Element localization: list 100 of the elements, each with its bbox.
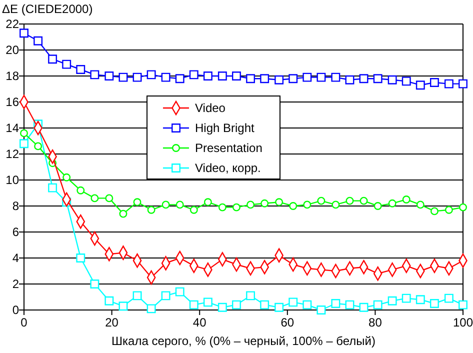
x-axis-title: Шкала серого, % (0% – черный, 100% – белый)	[112, 334, 376, 348]
point	[161, 291, 170, 300]
point	[189, 70, 198, 80]
y-tick-label: 20	[6, 42, 20, 57]
y-tick-label: 16	[6, 94, 20, 109]
point	[203, 72, 212, 80]
point	[20, 139, 28, 148]
point	[274, 302, 284, 312]
point	[48, 54, 58, 64]
point	[288, 298, 298, 307]
point	[345, 75, 354, 84]
point	[430, 78, 439, 87]
point	[218, 302, 227, 312]
point	[416, 200, 424, 209]
point	[232, 72, 241, 80]
point	[20, 28, 28, 38]
point	[402, 196, 410, 204]
point	[146, 304, 156, 314]
point	[204, 198, 212, 206]
point	[175, 287, 184, 296]
legend-label: Video	[195, 101, 226, 115]
x-tick-label: 60	[280, 316, 294, 330]
point	[260, 199, 269, 208]
x-tick-label: 80	[368, 316, 382, 330]
legend-label: Presentation	[195, 141, 262, 155]
point	[458, 79, 468, 88]
y-tick-label: 2	[12, 276, 20, 291]
point	[118, 302, 128, 311]
x-tick-label: 100	[452, 316, 473, 330]
point	[147, 206, 156, 214]
point	[402, 294, 411, 303]
point	[246, 291, 255, 300]
point	[360, 196, 368, 205]
point	[260, 300, 270, 310]
point	[416, 295, 425, 304]
point	[90, 194, 99, 202]
point	[316, 306, 326, 314]
point	[346, 196, 354, 205]
point	[388, 199, 396, 208]
point	[62, 173, 71, 182]
point	[162, 200, 170, 209]
point	[246, 200, 255, 209]
point	[289, 202, 298, 210]
point	[444, 79, 454, 88]
point	[275, 198, 284, 206]
point	[175, 74, 184, 84]
point	[402, 76, 411, 86]
point	[203, 298, 212, 307]
point	[359, 302, 368, 312]
point	[246, 74, 255, 84]
point	[146, 70, 156, 80]
x-tick-label: 20	[105, 316, 119, 330]
y-axis-title: ΔE (CIEDE2000)	[2, 2, 93, 16]
y-tick-label: 22	[6, 16, 20, 31]
point	[288, 74, 298, 84]
y-tick-label: 8	[12, 198, 20, 213]
y-tick-label: 10	[6, 172, 20, 187]
point	[176, 200, 184, 209]
point	[302, 72, 312, 82]
y-tick-label: 18	[6, 68, 20, 83]
point	[132, 291, 142, 300]
point	[388, 75, 397, 84]
point	[105, 194, 114, 202]
point	[416, 80, 425, 90]
point	[331, 72, 340, 82]
point	[345, 300, 354, 310]
point	[132, 72, 142, 82]
point	[274, 75, 284, 84]
point	[430, 299, 439, 308]
y-tick-label: 12	[6, 146, 20, 161]
point	[430, 207, 438, 216]
point	[48, 183, 58, 192]
point	[190, 206, 198, 214]
point	[104, 72, 114, 80]
point	[373, 74, 382, 84]
point	[161, 72, 170, 82]
point	[458, 300, 468, 310]
point	[316, 72, 326, 82]
point	[444, 294, 454, 303]
point	[459, 203, 467, 212]
point	[331, 299, 340, 308]
x-tick-label: 40	[192, 316, 207, 330]
point	[302, 300, 312, 310]
point	[34, 36, 43, 46]
point	[76, 254, 86, 262]
point	[189, 300, 198, 310]
point	[62, 60, 72, 69]
y-tick-label: 6	[12, 224, 20, 239]
point	[317, 196, 326, 205]
point	[444, 206, 453, 214]
point	[374, 202, 382, 210]
legend-label: High Bright	[195, 121, 256, 135]
point	[34, 142, 42, 150]
y-tick-label: 4	[12, 250, 20, 265]
point	[76, 65, 86, 74]
point	[332, 200, 340, 209]
point	[388, 296, 397, 306]
point	[90, 70, 100, 80]
y-tick-label: 14	[6, 120, 20, 135]
point	[218, 203, 226, 212]
